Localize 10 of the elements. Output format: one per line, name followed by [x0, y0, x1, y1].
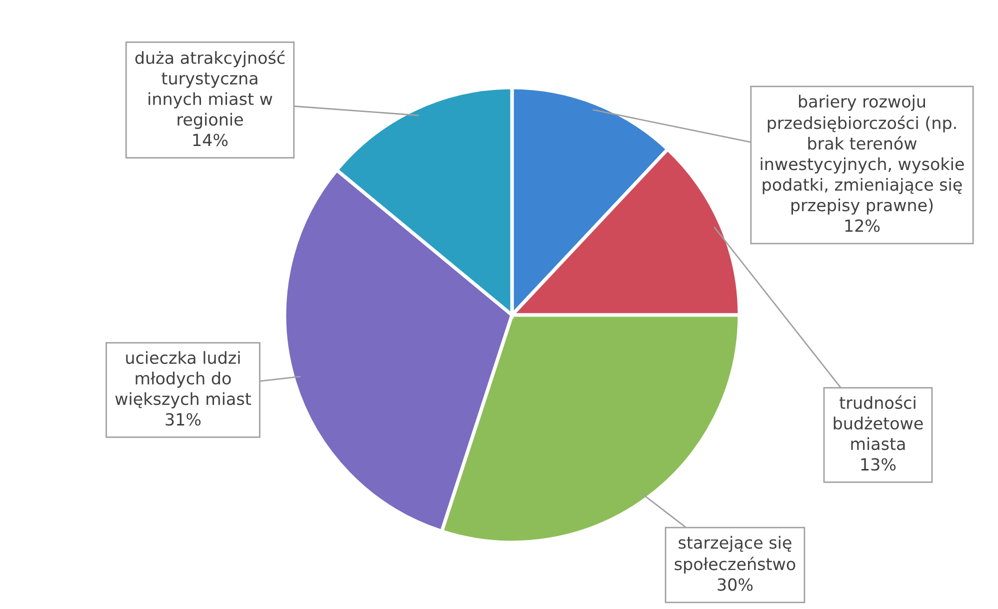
slice-label: starzejące się społeczeństwo	[674, 536, 796, 574]
data-label: 14%	[193, 134, 228, 146]
data-label: 12%	[845, 219, 880, 232]
slice-label: bariery rozwoju przedsiębiorczości (np. brak terenów inwestycyjnych, wysokie podatki, zmieniające się przepisy prawne)	[760, 94, 964, 215]
slice-label: duża atrakcyjność turystyczna innych miast w regionie	[135, 50, 285, 129]
data-label: 13%	[861, 458, 896, 471]
data-label: 31%	[166, 413, 201, 426]
data-label: 30%	[718, 578, 753, 591]
slice-label: ucieczka ludzi młodych do większych miast	[115, 351, 251, 408]
slice-label: trudności budżetowe miasta	[834, 395, 923, 450]
